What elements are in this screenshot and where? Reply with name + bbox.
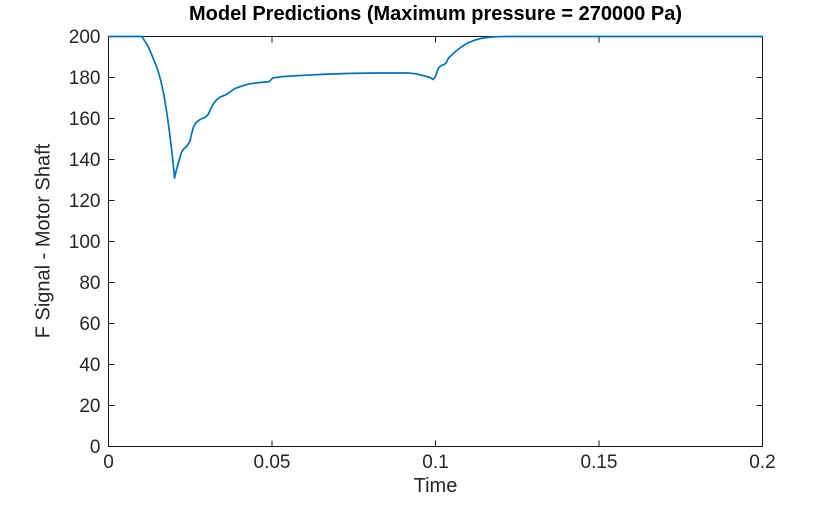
y-tick-label: 140 xyxy=(69,150,101,171)
y-tick-label: 80 xyxy=(79,273,100,294)
chart-title: Model Predictions (Maximum pressure = 27… xyxy=(189,3,682,25)
y-tick-label: 200 xyxy=(69,27,101,48)
x-tick-label: 0.15 xyxy=(581,452,618,473)
x-tick-label: 0 xyxy=(103,452,114,473)
y-tick-label: 180 xyxy=(69,68,101,89)
y-tick-label: 60 xyxy=(79,314,100,335)
x-tick-label: 0.05 xyxy=(254,452,291,473)
y-axis-label: F Signal - Motor Shaft xyxy=(32,143,55,339)
x-tick-label: 0.1 xyxy=(422,452,448,473)
x-tick-label: 0.2 xyxy=(749,452,775,473)
y-tick-label: 100 xyxy=(69,232,101,253)
y-tick-label: 20 xyxy=(79,396,100,417)
y-tick-label: 40 xyxy=(79,355,100,376)
y-tick-label: 0 xyxy=(90,437,101,458)
y-tick-label: 160 xyxy=(69,109,101,130)
x-axis-label: Time xyxy=(413,475,458,497)
data-line xyxy=(107,35,764,179)
y-tick-label: 120 xyxy=(69,191,101,212)
axis-frame xyxy=(108,36,763,447)
